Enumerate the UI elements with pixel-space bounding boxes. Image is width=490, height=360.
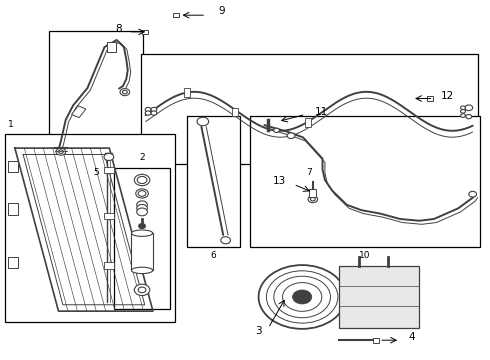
Circle shape	[138, 287, 146, 293]
Bar	[49, 31, 143, 164]
Bar	[114, 168, 170, 309]
Bar	[5, 134, 175, 322]
Circle shape	[139, 224, 146, 229]
Circle shape	[267, 271, 338, 323]
Circle shape	[138, 191, 146, 196]
Circle shape	[145, 107, 151, 112]
Circle shape	[134, 174, 150, 186]
Circle shape	[283, 283, 322, 311]
Text: 7: 7	[306, 168, 312, 177]
Circle shape	[151, 107, 157, 112]
Bar	[305, 118, 311, 127]
Circle shape	[259, 265, 346, 329]
Circle shape	[461, 109, 465, 113]
Circle shape	[287, 133, 295, 139]
Text: 8: 8	[115, 24, 122, 34]
Bar	[131, 233, 153, 270]
Circle shape	[137, 176, 147, 184]
Circle shape	[137, 208, 147, 216]
Bar	[373, 338, 379, 342]
Circle shape	[273, 128, 279, 132]
Bar	[339, 266, 419, 328]
Circle shape	[137, 201, 147, 209]
Text: 6: 6	[211, 251, 217, 260]
Bar	[72, 106, 86, 118]
Bar	[427, 96, 433, 101]
Bar	[107, 42, 116, 53]
Bar	[250, 116, 480, 247]
Text: 5: 5	[93, 168, 99, 177]
Bar	[173, 13, 179, 18]
Circle shape	[145, 111, 151, 115]
Circle shape	[461, 114, 465, 117]
Bar	[184, 89, 190, 97]
Bar	[104, 262, 114, 269]
Text: 2: 2	[139, 153, 145, 162]
Bar	[104, 167, 114, 173]
Bar	[104, 213, 114, 219]
Circle shape	[137, 204, 147, 212]
Circle shape	[466, 114, 472, 119]
Bar	[142, 30, 148, 34]
Circle shape	[56, 148, 66, 155]
Text: 1: 1	[8, 120, 13, 129]
Text: 11: 11	[315, 107, 328, 117]
Ellipse shape	[131, 267, 153, 274]
Circle shape	[465, 105, 473, 111]
Circle shape	[274, 276, 330, 318]
Text: 9: 9	[219, 5, 225, 15]
Bar	[309, 189, 316, 197]
Circle shape	[104, 153, 114, 161]
Circle shape	[120, 89, 130, 96]
Circle shape	[197, 117, 209, 126]
Circle shape	[151, 111, 157, 115]
Circle shape	[58, 150, 63, 153]
Circle shape	[310, 197, 315, 201]
Bar	[8, 203, 18, 215]
Circle shape	[469, 192, 477, 197]
Circle shape	[122, 90, 127, 94]
Circle shape	[308, 195, 318, 203]
Text: 12: 12	[441, 91, 454, 101]
Bar	[8, 161, 18, 172]
Ellipse shape	[131, 230, 153, 237]
Circle shape	[134, 284, 150, 296]
Text: 10: 10	[359, 251, 370, 260]
Circle shape	[136, 189, 148, 198]
Circle shape	[461, 106, 465, 109]
Bar	[141, 54, 478, 164]
Bar	[187, 116, 240, 247]
Bar	[232, 108, 238, 116]
Circle shape	[293, 290, 312, 304]
Text: 3: 3	[255, 326, 262, 336]
Text: 13: 13	[273, 176, 286, 186]
Text: 4: 4	[409, 332, 416, 342]
Circle shape	[221, 237, 230, 244]
Bar	[8, 257, 18, 268]
